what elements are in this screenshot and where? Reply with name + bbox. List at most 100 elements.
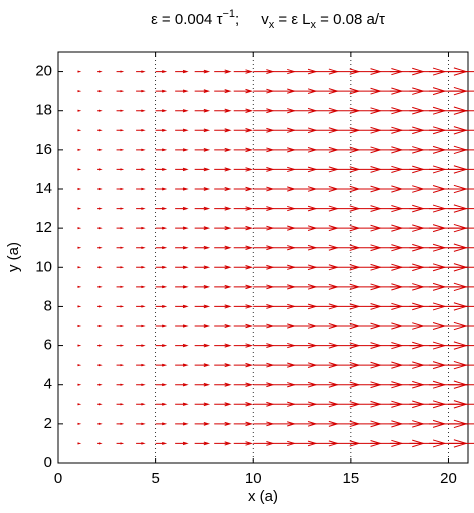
arrow bbox=[97, 305, 103, 308]
arrow bbox=[116, 187, 125, 191]
arrow bbox=[77, 148, 82, 151]
arrow bbox=[233, 265, 254, 270]
arrow bbox=[214, 304, 232, 309]
arrow bbox=[194, 265, 211, 270]
arrow bbox=[194, 148, 211, 152]
arrow bbox=[116, 344, 125, 347]
arrow bbox=[136, 442, 146, 445]
arrow bbox=[194, 363, 211, 367]
arrow bbox=[194, 382, 211, 387]
arrow bbox=[77, 403, 82, 406]
plot-frame bbox=[57, 51, 469, 464]
arrow bbox=[77, 187, 82, 191]
arrow bbox=[214, 186, 232, 192]
arrow bbox=[253, 421, 275, 427]
title-part: x bbox=[269, 19, 275, 31]
arrow bbox=[155, 148, 168, 152]
arrow bbox=[136, 305, 146, 308]
arrow bbox=[116, 207, 125, 210]
arrow bbox=[136, 324, 146, 328]
arrow bbox=[116, 70, 125, 73]
title-part: ; bbox=[235, 11, 239, 28]
arrow bbox=[116, 442, 125, 445]
arrow bbox=[175, 304, 189, 309]
arrow bbox=[448, 90, 474, 92]
arrow bbox=[136, 344, 146, 347]
arrow bbox=[448, 247, 474, 249]
y-tick-label: 14 bbox=[35, 180, 52, 197]
arrow bbox=[272, 303, 297, 310]
arrow bbox=[97, 285, 103, 288]
arrow bbox=[253, 225, 275, 231]
arrow bbox=[175, 422, 189, 426]
arrow bbox=[136, 187, 146, 191]
arrow bbox=[116, 227, 125, 230]
arrow bbox=[97, 129, 103, 132]
x-tick-label: 0 bbox=[54, 470, 62, 487]
arrow bbox=[175, 383, 189, 387]
arrow bbox=[233, 402, 254, 407]
arrow bbox=[77, 324, 82, 328]
arrow bbox=[272, 245, 297, 251]
arrow bbox=[272, 264, 297, 270]
arrow bbox=[77, 266, 82, 269]
arrow bbox=[116, 266, 125, 269]
arrow bbox=[253, 343, 275, 348]
arrow bbox=[272, 127, 297, 133]
y-axis-label: y (a) bbox=[5, 242, 22, 272]
arrow bbox=[448, 286, 474, 288]
arrow bbox=[233, 323, 254, 329]
arrow bbox=[77, 70, 82, 73]
arrow bbox=[116, 148, 125, 151]
y-tick-label: 12 bbox=[35, 219, 52, 236]
arrow bbox=[116, 422, 125, 425]
arrow bbox=[448, 188, 474, 190]
arrow bbox=[77, 305, 82, 308]
arrow bbox=[448, 325, 474, 327]
arrow bbox=[214, 108, 232, 113]
arrow bbox=[194, 108, 211, 113]
arrow bbox=[214, 167, 232, 172]
arrow bbox=[448, 110, 474, 112]
arrow bbox=[253, 206, 275, 211]
title-part: = 0.08 a/τ bbox=[316, 11, 385, 28]
arrow bbox=[97, 207, 103, 210]
arrow bbox=[448, 384, 474, 386]
arrow bbox=[194, 89, 211, 93]
arrow bbox=[155, 187, 168, 191]
arrow bbox=[253, 362, 275, 368]
arrow bbox=[136, 109, 146, 112]
arrow bbox=[136, 129, 146, 132]
arrow bbox=[448, 345, 474, 347]
arrow bbox=[155, 207, 168, 211]
arrow bbox=[97, 403, 103, 406]
arrow bbox=[175, 363, 189, 367]
arrow bbox=[194, 167, 211, 172]
arrow bbox=[77, 364, 82, 367]
arrow bbox=[175, 128, 189, 132]
arrow bbox=[272, 108, 297, 114]
title-part: ε = 0.004 τ bbox=[151, 11, 222, 28]
arrow bbox=[214, 89, 232, 94]
arrow bbox=[155, 285, 168, 289]
arrow bbox=[155, 441, 168, 445]
arrow bbox=[116, 285, 125, 288]
arrow bbox=[155, 363, 168, 367]
arrow bbox=[253, 401, 275, 407]
arrow bbox=[194, 304, 211, 309]
arrow bbox=[253, 88, 275, 94]
arrow bbox=[194, 402, 211, 407]
arrow bbox=[233, 284, 254, 290]
arrow bbox=[214, 323, 232, 329]
arrow bbox=[116, 129, 125, 132]
arrow bbox=[77, 442, 82, 445]
arrow bbox=[194, 422, 211, 426]
x-tick-label: 20 bbox=[440, 470, 457, 487]
arrow bbox=[194, 69, 211, 74]
arrow bbox=[194, 206, 211, 211]
arrow bbox=[448, 168, 474, 170]
arrow bbox=[233, 147, 254, 153]
arrow bbox=[175, 187, 189, 191]
arrow bbox=[194, 441, 211, 446]
